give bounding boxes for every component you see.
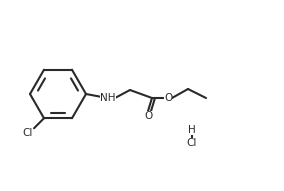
Text: NH: NH: [100, 93, 116, 103]
Text: H: H: [188, 125, 196, 135]
Text: O: O: [164, 93, 172, 103]
Text: Cl: Cl: [23, 128, 33, 138]
Text: Cl: Cl: [187, 138, 197, 148]
Text: O: O: [144, 111, 152, 121]
